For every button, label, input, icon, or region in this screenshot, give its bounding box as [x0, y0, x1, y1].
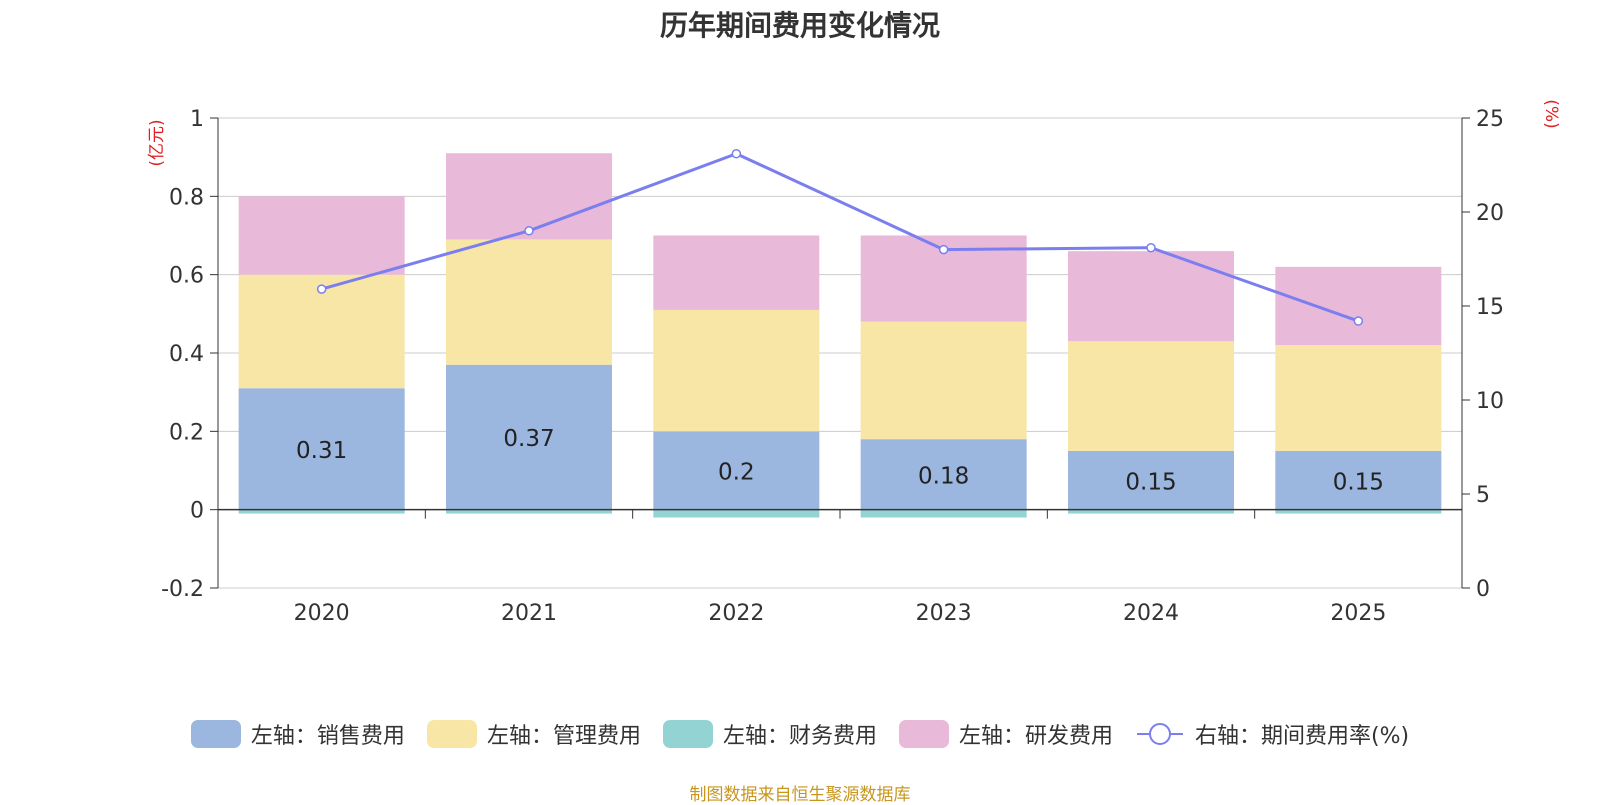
rate-point: [1146, 242, 1156, 253]
bar-rd: [446, 153, 612, 240]
bar-finance: [1068, 509, 1234, 514]
bar-admin: [860, 321, 1027, 440]
rate-point: [316, 284, 327, 294]
bar-sales: [1275, 450, 1442, 510]
right-axis-tick-label: 25: [1476, 107, 1504, 132]
legend-label-finance: 左轴：财务费用: [722, 724, 877, 749]
rate-point: [731, 148, 742, 159]
bar-admin: [653, 309, 820, 432]
right-axis-tick-label: 10: [1476, 389, 1504, 414]
legend: 左轴：销售费用 左轴：管理费用 左轴：财务费用 左轴：研发费用 右轴：期间费用率…: [0, 718, 1600, 750]
bar-value-label: 0.15: [1125, 469, 1176, 495]
bar-rd: [1275, 266, 1442, 346]
bar-sales: [653, 431, 820, 510]
right-axis-tick-label: 5: [1476, 483, 1490, 508]
right-axis-tick-label: 20: [1476, 201, 1504, 226]
rate-line: [321, 152, 1359, 323]
right-axis-tick-label: 15: [1476, 295, 1504, 320]
legend-swatch-sales: [190, 720, 241, 748]
bar-admin: [1275, 345, 1442, 451]
legend-label-rd: 左轴：研发费用: [958, 724, 1113, 749]
bar-finance: [1275, 509, 1442, 514]
bar-value-label: 0.18: [918, 463, 969, 489]
data-source-note: 制图数据来自恒生聚源数据库: [689, 785, 911, 805]
rate-point: [524, 226, 534, 236]
left-axis-tick-label: 0.4: [169, 342, 204, 367]
right-axis-tick-label: 0: [1476, 577, 1490, 602]
right-axis-unit: (%): [1541, 99, 1561, 128]
rate-point: [1353, 316, 1364, 326]
legend-label-rate: 右轴：期间费用率(%): [1194, 724, 1410, 749]
bar-admin: [446, 239, 612, 365]
left-axis-tick-label: 0.8: [169, 185, 204, 210]
left-axis-tick-label: -0.2: [161, 577, 204, 602]
x-axis-label: 2022: [708, 601, 764, 626]
bar-sales: [446, 364, 612, 510]
x-axis-label: 2020: [294, 601, 350, 626]
bar-finance: [860, 509, 1027, 518]
bar-finance: [653, 509, 820, 518]
legend-swatch-finance: [662, 720, 713, 748]
left-axis-tick-label: 0.2: [169, 420, 204, 445]
bar-sales: [860, 439, 1027, 510]
legend-swatch-rd: [898, 720, 949, 748]
legend-item-admin[interactable]: 左轴：管理费用: [426, 718, 641, 750]
left-axis-tick-label: 1: [190, 107, 204, 132]
legend-item-rd[interactable]: 左轴：研发费用: [898, 718, 1113, 750]
x-axis-label: 2021: [501, 601, 557, 626]
legend-label-sales: 左轴：销售费用: [250, 724, 405, 749]
legend-label-admin: 左轴：管理费用: [486, 724, 641, 749]
x-axis-label: 2024: [1123, 601, 1179, 626]
bar-value-label: 0.31: [296, 438, 347, 464]
left-axis-tick-label: 0: [190, 499, 204, 524]
bar-admin: [1068, 341, 1234, 451]
bar-finance: [238, 509, 405, 514]
bar-sales: [1068, 450, 1234, 510]
bar-rd: [653, 235, 820, 310]
legend-swatch-rate: [1136, 723, 1183, 745]
legend-item-finance[interactable]: 左轴：财务费用: [662, 718, 877, 750]
bar-rd: [238, 196, 405, 275]
left-axis-tick-label: 0.6: [169, 264, 204, 289]
bar-finance: [446, 509, 612, 514]
bar-value-label: 0.15: [1333, 469, 1384, 495]
chart-title: 历年期间费用变化情况: [659, 9, 940, 42]
bar-value-label: 0.37: [503, 426, 554, 452]
bar-value-label: 0.2: [718, 460, 755, 486]
left-axis-unit: (亿元): [147, 119, 167, 166]
legend-swatch-admin: [426, 720, 477, 748]
bar-rd: [1068, 251, 1234, 342]
bar-sales: [238, 388, 405, 510]
x-axis-label: 2025: [1330, 601, 1386, 626]
legend-item-sales[interactable]: 左轴：销售费用: [190, 718, 405, 750]
x-axis-label: 2023: [916, 601, 972, 626]
legend-item-rate[interactable]: 右轴：期间费用率(%): [1135, 718, 1409, 750]
rate-point: [938, 244, 949, 255]
